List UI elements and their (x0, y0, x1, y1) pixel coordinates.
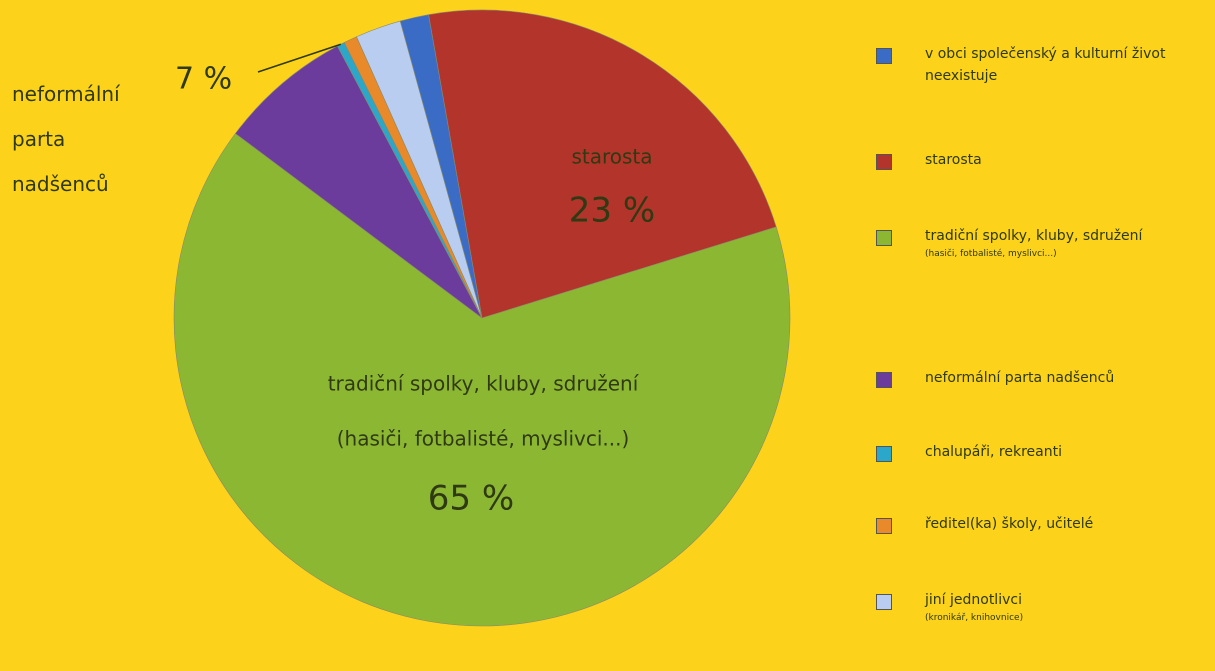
legend-label: v obci společenský a kulturní život neex… (925, 46, 1166, 84)
pie-slice (399, 14, 483, 319)
legend-swatch (876, 518, 892, 534)
legend-label: starosta (925, 152, 982, 168)
legend-swatch (876, 154, 892, 170)
legend-entry: neformální parta nadšenců (925, 367, 1205, 389)
slice-label: starosta (571, 145, 652, 169)
slice-label: neformální parta nadšenců (12, 82, 121, 196)
value-label: 65 % (428, 479, 514, 519)
slice-note: (hasiči, fotbalisté, myslivci...) (337, 427, 630, 451)
leader-line (257, 43, 342, 73)
legend-note: (hasiči, fotbalisté, myslivci...) (925, 249, 1057, 259)
legend-entry: starosta (925, 149, 1205, 171)
pie-slice (234, 45, 483, 319)
legend-swatch (876, 594, 892, 610)
legend-note: (kronikář, knihovnice) (925, 613, 1024, 623)
legend-label: ředitel(ka) školy, učitelé (925, 516, 1094, 532)
legend-entry: tradiční spolky, kluby, sdružení (hasiči,… (925, 225, 1205, 261)
pie-slice (173, 133, 791, 627)
value-label: 23 % (569, 191, 655, 231)
legend-label: neformální parta nadšenců (925, 370, 1115, 386)
pie-slice (428, 9, 777, 319)
legend-label: jiní jednotlivci (925, 592, 1022, 608)
value-label: 7 % (175, 62, 232, 97)
legend-swatch (876, 372, 892, 388)
legend-entry: jiní jednotlivci (kronikář, knihovnice) (925, 589, 1205, 625)
legend-swatch (876, 446, 892, 462)
legend-swatch (876, 230, 892, 246)
legend-entry: ředitel(ka) školy, učitelé (925, 513, 1205, 535)
slice-label: tradiční spolky, kluby, sdružení (328, 372, 640, 396)
legend-swatch (876, 48, 892, 64)
legend-entry: v obci společenský a kulturní život neex… (925, 43, 1205, 87)
legend-entry: chalupáři, rekreanti (925, 441, 1205, 463)
legend-label: chalupáři, rekreanti (925, 444, 1062, 460)
legend-label: tradiční spolky, kluby, sdružení (925, 228, 1143, 244)
